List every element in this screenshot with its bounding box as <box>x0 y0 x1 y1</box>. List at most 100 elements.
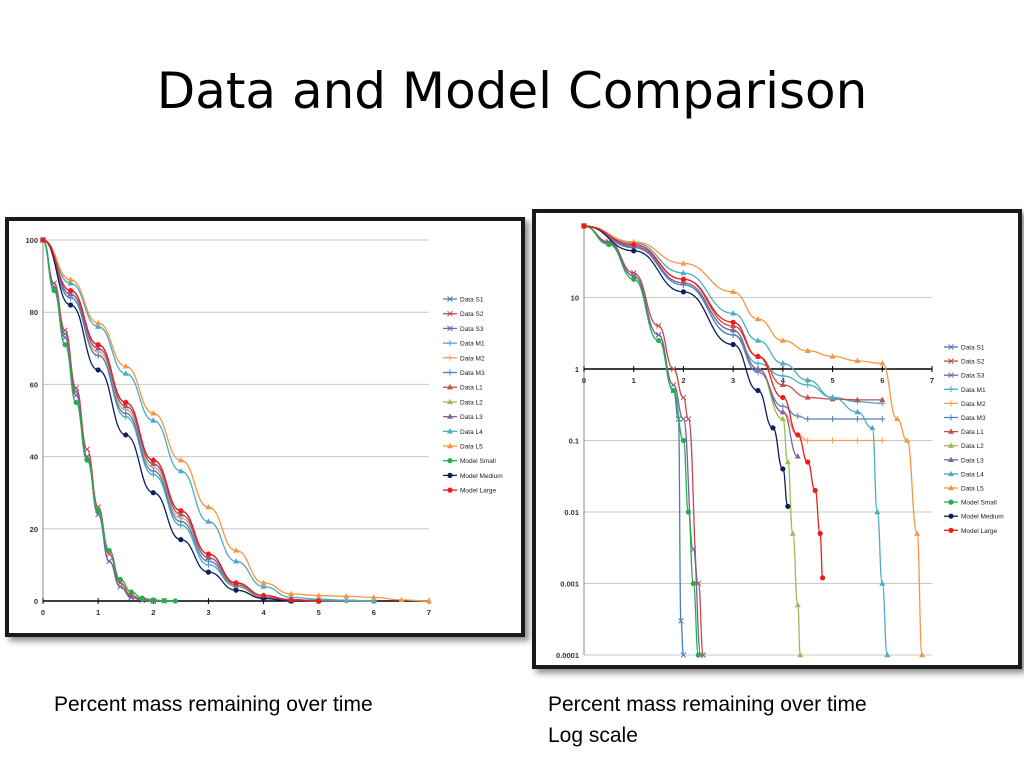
legend: Data S1 Data S2 Data S3 Data M1 Data M2 Data … <box>944 344 1004 535</box>
x-tick-label: 4 <box>261 608 266 617</box>
data-point <box>779 415 786 422</box>
legend-label: Data M1 <box>460 341 485 348</box>
data-point <box>40 237 46 243</box>
data-point <box>288 590 295 596</box>
data-point <box>260 579 267 586</box>
y-tick-label: 40 <box>30 453 38 462</box>
data-point <box>755 387 761 394</box>
series-data-m2 <box>40 237 377 604</box>
legend-item: Data M1 <box>443 340 485 348</box>
data-point <box>343 597 350 603</box>
x-tick-label: 3 <box>731 376 735 385</box>
legend-marker <box>447 369 453 376</box>
data-point <box>67 280 74 286</box>
legend-label: Data L4 <box>961 471 984 478</box>
legend-marker <box>447 340 453 347</box>
data-point <box>670 366 677 372</box>
legend-item: Data L4 <box>443 428 483 436</box>
legend-item: Data M2 <box>443 354 485 362</box>
legend-marker <box>948 499 954 505</box>
legend-marker <box>447 413 453 419</box>
data-point <box>804 376 811 383</box>
data-point <box>205 503 212 510</box>
data-point <box>117 576 123 582</box>
legend-label: Data S2 <box>460 311 484 318</box>
data-point <box>829 394 836 400</box>
caption-log-line1: Percent mass remaining over time <box>548 693 867 716</box>
data-point <box>730 341 736 348</box>
data-point <box>812 487 818 494</box>
series-model-large <box>40 237 322 604</box>
series-line <box>583 225 789 507</box>
data-point <box>680 279 687 286</box>
data-point <box>780 394 786 401</box>
legend-label: Data L5 <box>961 486 984 493</box>
legend-label: Data M1 <box>961 387 986 394</box>
y-tick-label: 0 <box>34 597 38 606</box>
x-tick-label: 5 <box>830 376 834 385</box>
data-point <box>581 223 587 229</box>
legend-label: Data L3 <box>961 457 984 464</box>
y-tick-label: 80 <box>30 308 38 317</box>
data-point <box>755 337 761 343</box>
series-line <box>42 239 374 602</box>
data-point <box>730 331 737 338</box>
legend-marker <box>948 386 954 393</box>
series-line <box>583 225 799 458</box>
legend-label: Data M2 <box>460 355 485 362</box>
data-point <box>680 260 687 266</box>
legend-item: Model Small <box>443 458 496 465</box>
series-line <box>583 225 883 420</box>
legend-marker <box>447 325 453 332</box>
data-point <box>177 511 184 517</box>
data-point <box>95 319 102 326</box>
legend-item: Data S2 <box>944 358 985 366</box>
legend-item: Data L4 <box>944 470 984 478</box>
series-model-small <box>40 237 178 604</box>
data-point <box>755 360 761 367</box>
legend-marker <box>948 456 954 462</box>
y-tick-label: 60 <box>30 380 38 389</box>
data-point <box>315 592 322 598</box>
data-point <box>260 583 267 589</box>
data-point <box>854 437 861 444</box>
series-line <box>583 225 923 656</box>
log-chart-frame: 0.0001 0.001 0.01 0.1 1 10 0 1 2 3 4 5 6 7 Data S1 Data… <box>532 209 1022 669</box>
data-point <box>84 457 90 463</box>
legend-marker <box>948 513 954 519</box>
data-point <box>631 276 637 282</box>
data-point <box>95 352 102 359</box>
data-point <box>730 326 737 333</box>
data-point <box>804 394 811 400</box>
x-tick-label: 7 <box>930 376 934 385</box>
series-line <box>583 225 824 579</box>
data-point <box>150 597 156 603</box>
data-point <box>172 598 178 604</box>
legend-label: Data M2 <box>961 401 986 408</box>
data-point <box>829 353 836 359</box>
data-point <box>829 437 836 444</box>
legend-item: Data S2 <box>443 310 484 318</box>
linear-chart-frame: 0 20 40 60 80 100 0 1 2 3 4 5 6 7 Data S1 Data S2 Data S… <box>5 217 525 637</box>
data-point <box>106 547 112 554</box>
legend-marker <box>948 414 954 421</box>
legend-item: Model Small <box>944 499 997 507</box>
data-point <box>869 424 876 431</box>
data-point <box>820 575 826 581</box>
legend-marker <box>447 310 453 317</box>
data-point <box>178 508 184 514</box>
data-point <box>804 381 811 388</box>
legend-marker <box>447 472 453 478</box>
series-data-l3 <box>581 222 801 459</box>
legend-item: Data L1 <box>944 428 984 436</box>
y-tick-label: 0.001 <box>560 580 579 589</box>
legend-marker <box>447 458 453 464</box>
legend-item: Model Medium <box>443 472 503 480</box>
legend-item: Data L1 <box>443 384 483 392</box>
data-point <box>205 569 212 575</box>
legend-item: Model Large <box>443 487 497 495</box>
data-point <box>128 594 135 601</box>
data-point <box>779 381 786 388</box>
legend-marker <box>948 372 954 379</box>
data-point <box>95 342 101 348</box>
